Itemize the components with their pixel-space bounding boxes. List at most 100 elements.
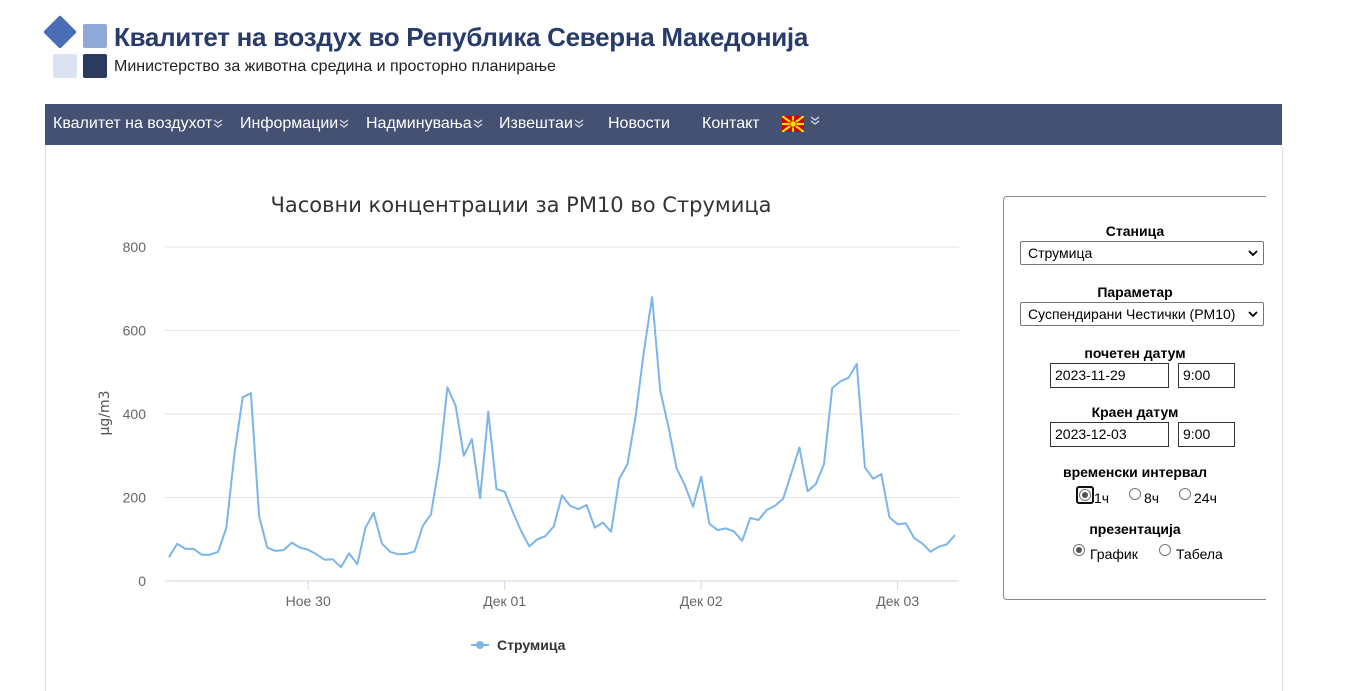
data-point[interactable] — [421, 524, 425, 528]
data-point[interactable] — [626, 462, 630, 466]
data-point[interactable] — [413, 549, 417, 553]
data-point[interactable] — [847, 376, 851, 380]
data-point[interactable] — [486, 410, 490, 414]
data-point[interactable] — [323, 558, 327, 562]
data-point[interactable] — [216, 550, 220, 554]
data-point[interactable] — [396, 552, 400, 556]
data-point[interactable] — [249, 391, 253, 395]
language-selector[interactable] — [782, 104, 822, 145]
data-point[interactable] — [888, 516, 892, 520]
interval-option-8h[interactable]: 8ч — [1144, 490, 1160, 506]
site-title[interactable]: Квалитет на воздух во Република Северна … — [114, 22, 808, 52]
data-point[interactable] — [683, 483, 687, 487]
data-point[interactable] — [650, 295, 654, 299]
data-point[interactable] — [642, 349, 646, 353]
start-date-input[interactable]: 2023-11-29 — [1050, 363, 1169, 388]
data-point[interactable] — [806, 489, 810, 493]
data-point[interactable] — [617, 477, 621, 481]
data-point[interactable] — [797, 445, 801, 449]
data-point[interactable] — [192, 547, 196, 551]
data-point[interactable] — [544, 534, 548, 538]
interval-radio-1h[interactable] — [1079, 489, 1091, 501]
data-point[interactable] — [609, 530, 613, 534]
data-point[interactable] — [576, 507, 580, 511]
data-point[interactable] — [765, 508, 769, 512]
data-point[interactable] — [593, 526, 597, 530]
data-point[interactable] — [282, 548, 286, 552]
data-point[interactable] — [560, 493, 564, 497]
data-point[interactable] — [257, 514, 261, 518]
end-time-input[interactable]: 9:00 — [1178, 422, 1235, 447]
data-point[interactable] — [339, 565, 343, 569]
data-point[interactable] — [429, 512, 433, 516]
data-point[interactable] — [273, 549, 277, 553]
data-point[interactable] — [871, 477, 875, 481]
end-date-input[interactable]: 2023-12-03 — [1050, 422, 1169, 447]
data-point[interactable] — [707, 522, 711, 526]
data-point[interactable] — [601, 521, 605, 525]
data-point[interactable] — [527, 544, 531, 548]
data-point[interactable] — [904, 521, 908, 525]
data-point[interactable] — [364, 526, 368, 530]
data-point[interactable] — [298, 546, 302, 550]
data-point[interactable] — [445, 385, 449, 389]
data-point[interactable] — [200, 553, 204, 557]
nav-item-information[interactable]: Информации — [240, 104, 349, 145]
data-point[interactable] — [183, 547, 187, 551]
data-point[interactable] — [855, 362, 859, 366]
station-select[interactable]: Струмица — [1020, 241, 1264, 265]
data-point[interactable] — [462, 454, 466, 458]
data-point[interactable] — [355, 562, 359, 566]
data-point[interactable] — [658, 389, 662, 393]
data-point[interactable] — [478, 496, 482, 500]
nav-item-news[interactable]: Новости — [608, 104, 670, 145]
data-point[interactable] — [716, 528, 720, 532]
start-time-input[interactable]: 9:00 — [1178, 363, 1235, 388]
data-point[interactable] — [380, 541, 384, 545]
data-point[interactable] — [814, 482, 818, 486]
data-point[interactable] — [757, 518, 761, 522]
presentation-option-table[interactable]: Табела — [1176, 546, 1223, 562]
data-point[interactable] — [675, 466, 679, 470]
data-point[interactable] — [265, 546, 269, 550]
data-point[interactable] — [233, 452, 237, 456]
data-point[interactable] — [437, 462, 441, 466]
data-point[interactable] — [822, 462, 826, 466]
data-point[interactable] — [306, 548, 310, 552]
presentation-radio-table[interactable] — [1159, 544, 1171, 556]
data-point[interactable] — [404, 552, 408, 556]
data-point[interactable] — [937, 545, 941, 549]
presentation-option-chart[interactable]: График — [1090, 546, 1138, 562]
data-point[interactable] — [241, 395, 245, 399]
data-point[interactable] — [290, 541, 294, 545]
data-point[interactable] — [331, 557, 335, 561]
data-point[interactable] — [691, 505, 695, 509]
data-point[interactable] — [724, 526, 728, 530]
data-point[interactable] — [208, 553, 212, 557]
nav-item-contact[interactable]: Контакт — [702, 104, 760, 145]
data-point[interactable] — [167, 555, 171, 559]
data-point[interactable] — [945, 542, 949, 546]
data-point[interactable] — [519, 529, 523, 533]
interval-option-24h[interactable]: 24ч — [1194, 490, 1217, 506]
data-point[interactable] — [781, 497, 785, 501]
data-point[interactable] — [511, 510, 515, 514]
data-point[interactable] — [224, 526, 228, 530]
data-point[interactable] — [503, 490, 507, 494]
interval-radio-8h[interactable] — [1129, 488, 1141, 500]
nav-item-exceedances[interactable]: Надминувања — [366, 104, 483, 145]
data-point[interactable] — [535, 537, 539, 541]
data-point[interactable] — [920, 541, 924, 545]
chart-legend[interactable]: Струмица — [471, 637, 566, 653]
data-point[interactable] — [585, 503, 589, 507]
data-point[interactable] — [634, 414, 638, 418]
data-point[interactable] — [314, 552, 318, 556]
data-point[interactable] — [175, 542, 179, 546]
data-point[interactable] — [928, 550, 932, 554]
interval-radio-24h[interactable] — [1179, 488, 1191, 500]
data-point[interactable] — [863, 465, 867, 469]
parameter-select[interactable]: Суспендирани Честички (PM10) — [1020, 302, 1264, 326]
data-point[interactable] — [953, 533, 957, 537]
data-point[interactable] — [830, 386, 834, 390]
data-point[interactable] — [896, 522, 900, 526]
